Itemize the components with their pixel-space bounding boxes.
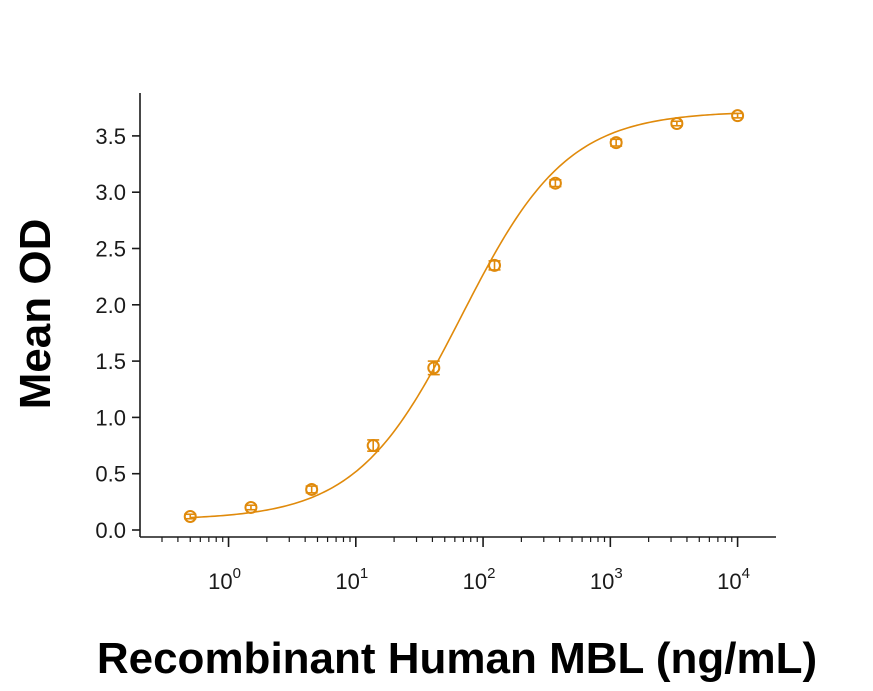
point-marker (366, 439, 380, 453)
data-point (427, 360, 441, 376)
y-tick-label: 3.5 (95, 124, 126, 149)
x-tick-base: 10 (335, 569, 359, 594)
x-tick-label: 101 (335, 565, 368, 594)
x-tick-base: 10 (590, 569, 614, 594)
point-marker (548, 176, 562, 190)
point-marker (731, 109, 745, 123)
y-tick-label: 3.0 (95, 180, 126, 205)
data-point (731, 109, 745, 123)
x-tick-exponent: 1 (360, 565, 368, 582)
x-tick-base: 10 (717, 569, 741, 594)
y-tick-label: 0.5 (95, 462, 126, 487)
y-ticks: 0.0 0.5 1.0 1.5 2.0 2.5 3.0 3.5 (95, 124, 140, 543)
point-marker (670, 117, 684, 131)
data-point (183, 509, 197, 523)
data-point (366, 439, 380, 453)
x-axis-title: Recombinant Human MBL (ng/mL) (97, 634, 817, 683)
point-marker (305, 482, 319, 496)
point-marker (427, 361, 441, 375)
data-point (305, 482, 319, 496)
x-tick-label: 100 (208, 565, 241, 594)
x-tick-exponent: 2 (487, 565, 495, 582)
point-marker (488, 258, 502, 272)
data-point (548, 176, 562, 190)
x-tick-label: 103 (590, 565, 623, 594)
x-tick-label: 102 (463, 565, 496, 594)
x-tick-exponent: 0 (233, 565, 241, 582)
x-ticks: 100 101 102 103 104 (161, 537, 750, 594)
x-tick-exponent: 4 (742, 565, 750, 582)
point-marker (244, 500, 258, 514)
x-tick-base: 10 (208, 569, 232, 594)
x-tick-exponent: 3 (614, 565, 622, 582)
data-point (488, 258, 502, 272)
data-point (670, 117, 684, 131)
data-point (609, 136, 623, 150)
x-tick-base: 10 (463, 569, 487, 594)
y-axis-title: Mean OD (11, 219, 60, 410)
point-marker (609, 136, 623, 150)
y-tick-label: 0.0 (95, 518, 126, 543)
fit-curve (190, 112, 738, 519)
data-point (244, 500, 258, 514)
y-tick-label: 1.5 (95, 349, 126, 374)
data-points (183, 109, 745, 523)
y-tick-label: 1.0 (95, 405, 126, 430)
axes (139, 93, 776, 538)
point-marker (183, 509, 197, 523)
y-tick-label: 2.5 (95, 237, 126, 262)
y-tick-label: 2.0 (95, 293, 126, 318)
x-tick-label: 104 (717, 565, 750, 594)
